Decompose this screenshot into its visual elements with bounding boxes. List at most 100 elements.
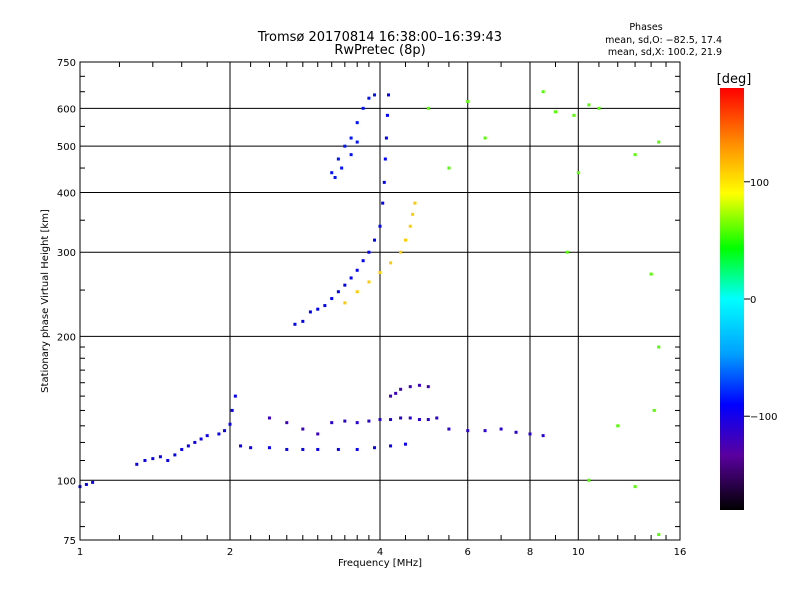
echo-point — [385, 113, 389, 117]
echo-point — [355, 290, 359, 294]
echo-point — [285, 447, 289, 451]
echo-point — [316, 307, 320, 311]
echo-point — [239, 444, 243, 448]
echo-point — [343, 419, 347, 423]
echo-point — [528, 432, 532, 436]
echo-point — [249, 446, 253, 450]
echo-point — [230, 408, 234, 412]
echo-point — [84, 482, 88, 486]
colorbar-tick-label: 100 — [750, 178, 769, 189]
y-tick-label: 500 — [57, 142, 76, 153]
y-tick-label: 750 — [57, 58, 76, 69]
colorbar — [720, 88, 744, 510]
echo-point — [158, 455, 162, 459]
echo-point — [330, 421, 334, 425]
echo-point — [228, 422, 232, 426]
colorbar-ticks: 100 0 −100 — [744, 178, 777, 423]
echo-point — [649, 272, 653, 276]
echo-point — [426, 385, 430, 389]
echo-point — [394, 391, 398, 395]
echo-point — [553, 110, 557, 114]
echo-point — [355, 268, 359, 272]
echo-point — [565, 250, 569, 254]
echo-point — [483, 429, 487, 433]
echo-point — [587, 103, 591, 107]
y-axis-label: Stationary phase Virtual Height [km] — [40, 209, 51, 393]
echo-point — [411, 212, 415, 216]
y-tick-label: 100 — [57, 476, 76, 487]
echo-point — [378, 418, 382, 422]
echo-point — [541, 90, 545, 94]
echo-point — [349, 276, 353, 280]
echo-point — [223, 429, 227, 433]
echo-point — [186, 444, 190, 448]
x-tick-label: 10 — [572, 547, 585, 558]
echo-point — [389, 394, 393, 398]
echo-point — [336, 447, 340, 451]
echo-point — [361, 259, 365, 263]
echo-point — [308, 310, 312, 314]
echo-point — [301, 319, 305, 323]
y-tick-label: 75 — [63, 536, 76, 547]
echo-point — [616, 424, 620, 428]
echo-point — [378, 224, 382, 228]
echo-point — [408, 416, 412, 420]
y-tick-label: 200 — [57, 332, 76, 343]
echo-point — [417, 383, 421, 387]
y-tick-label: 300 — [57, 248, 76, 259]
echo-point — [267, 416, 271, 420]
echo-point — [499, 427, 503, 431]
phases-heading: Phases — [629, 22, 662, 33]
echo-point — [587, 478, 591, 482]
echo-point — [426, 106, 430, 110]
echo-point — [403, 442, 407, 446]
echo-point — [333, 175, 337, 179]
echo-point — [233, 394, 237, 398]
echo-point — [403, 238, 407, 242]
echo-point — [633, 153, 637, 157]
echo-point — [199, 437, 203, 441]
echo-point — [657, 140, 661, 144]
echo-point — [173, 453, 177, 457]
echo-point — [367, 96, 371, 100]
colorbar-tick-label: −100 — [750, 412, 777, 423]
echo-point — [435, 416, 439, 420]
echo-point — [180, 447, 184, 451]
echo-point — [373, 446, 377, 450]
echo-point — [657, 533, 661, 537]
echo-point — [367, 250, 371, 254]
echo-point — [355, 140, 359, 144]
echo-point — [541, 434, 545, 438]
echo-point — [382, 180, 386, 184]
echo-point — [340, 166, 344, 170]
chart-title-line1: Tromsø 20170814 16:38:00–16:39:43 — [257, 30, 502, 45]
echo-point — [657, 345, 661, 349]
echo-point — [576, 171, 580, 175]
x-tick-label: 8 — [527, 547, 533, 558]
plot-frame — [79, 61, 681, 541]
echo-point — [367, 419, 371, 423]
echo-point — [343, 283, 347, 287]
echo-point — [349, 153, 353, 157]
echo-point — [381, 201, 385, 205]
echo-point — [323, 304, 327, 308]
echo-point — [399, 250, 403, 254]
echo-point — [343, 144, 347, 148]
echo-point — [399, 387, 403, 391]
echo-point — [293, 322, 297, 326]
y-tick-label: 400 — [57, 188, 76, 199]
x-axis-label: Frequency [MHz] — [338, 558, 422, 569]
echo-point — [514, 430, 518, 434]
echo-point — [336, 290, 340, 294]
echo-point — [389, 261, 393, 265]
echo-point — [151, 457, 155, 461]
echo-point — [378, 271, 382, 275]
phases-mean-x: mean, sd,X: 100.2, 21.9 — [608, 47, 722, 58]
echo-point — [316, 447, 320, 451]
x-tick-label: 4 — [377, 547, 383, 558]
echo-point — [572, 113, 576, 117]
echo-point — [447, 427, 451, 431]
echo-point — [355, 121, 359, 125]
x-tick-label: 2 — [227, 547, 233, 558]
echo-point — [386, 93, 390, 97]
